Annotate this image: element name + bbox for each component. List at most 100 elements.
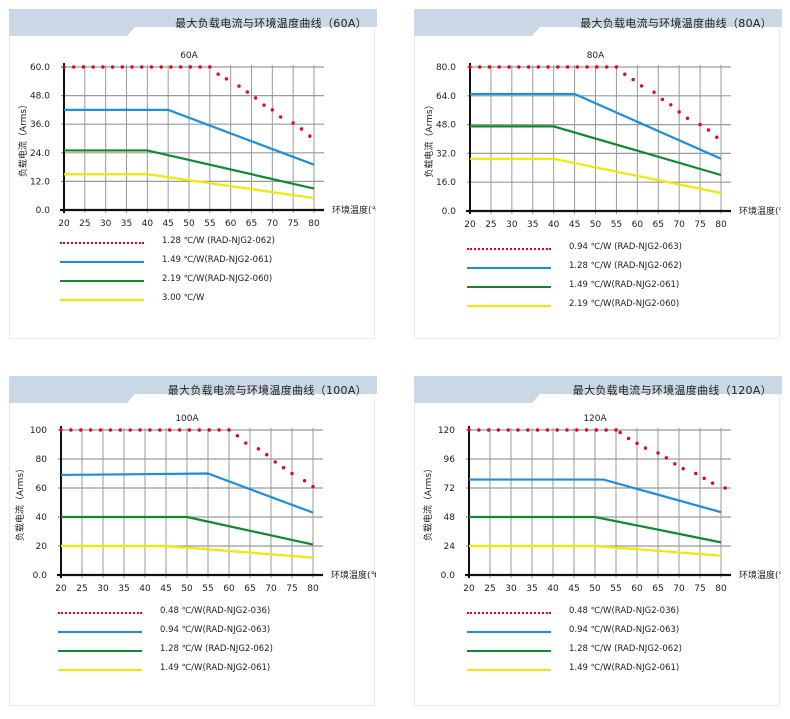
series-line — [469, 478, 722, 514]
series-line — [61, 515, 314, 546]
data-point — [299, 127, 304, 131]
x-tick-label: 60 — [223, 584, 235, 594]
x-tick-label: 20 — [55, 584, 67, 594]
legend-label: 1.49 ℃/W(RAD-NJG2-061) — [569, 280, 680, 290]
data-point — [565, 65, 570, 69]
header-tab-shape — [414, 9, 782, 36]
series-line — [470, 92, 722, 160]
data-point — [694, 471, 698, 476]
y-axis-label: 负载电流（Arms） — [14, 464, 26, 541]
data-point — [626, 436, 631, 441]
legend-line-swatch — [467, 305, 551, 307]
x-tick-label: 45 — [160, 584, 171, 594]
y-tick-label: 64.0 — [436, 92, 456, 102]
data-point — [101, 65, 105, 69]
data-point — [565, 428, 569, 432]
x-tick-label: 75 — [694, 584, 705, 594]
y-tick-label: 0.0 — [33, 571, 48, 581]
x-tick-label: 55 — [611, 220, 622, 230]
x-tick-label: 30 — [506, 220, 518, 230]
header-tab-shape — [9, 376, 377, 403]
y-tick-label: 80 — [36, 455, 48, 465]
y-tick-label: 16.0 — [436, 178, 456, 188]
chart-panel-60a: 最大负载电流与环境温度曲线（60A） 60A 20 25 30 35 40 45 50 55 60… — [9, 9, 377, 339]
y-tick-label: 0.0 — [441, 571, 456, 581]
x-tick-label: 80 — [715, 584, 727, 594]
y-tick-label: 0.0 — [36, 206, 51, 216]
data-point — [660, 97, 665, 102]
data-point — [507, 65, 511, 69]
data-point — [88, 428, 93, 432]
header-tab-shape — [9, 9, 377, 36]
data-point — [486, 428, 491, 432]
x-tick-label: 25 — [485, 220, 496, 230]
data-point — [546, 65, 550, 69]
data-point — [311, 484, 315, 489]
data-point — [604, 428, 608, 432]
x-tick-label: 75 — [694, 220, 705, 230]
data-point — [715, 135, 719, 139]
data-point — [664, 456, 669, 460]
series-line — [64, 149, 315, 190]
data-point — [706, 128, 711, 132]
series-line — [470, 125, 722, 177]
panel-header-title: 最大负载电流与环境温度曲线（100A） — [167, 384, 367, 397]
legend-label: 2.19 ℃/W(RAD-NJG2-060) — [162, 274, 273, 284]
y-tick-label: 24.0 — [30, 149, 50, 159]
chart-plot: 80A 20 25 30 35 40 45 50 55 60 65 70 75 80 0.0 16.0 32.0… — [423, 51, 781, 230]
data-point — [669, 103, 673, 107]
legend-line-swatch — [58, 669, 142, 671]
x-tick-label: 40 — [548, 220, 560, 230]
x-tick-label: 25 — [79, 219, 90, 229]
data-point — [208, 65, 212, 69]
x-axis-label: 环境温度(℃) — [739, 205, 781, 217]
legend-label: 1.49 ℃/W(RAD-NJG2-061) — [569, 663, 680, 673]
data-point — [575, 65, 580, 69]
legend-label: 0.48 ℃/W(RAD-NJG2-036) — [569, 606, 680, 616]
x-tick-label: 50 — [181, 584, 193, 594]
data-point — [614, 65, 619, 69]
x-tick-label: 20 — [463, 584, 475, 594]
data-point — [118, 428, 122, 432]
data-point — [158, 428, 162, 432]
data-point — [140, 65, 144, 69]
data-point — [635, 441, 639, 445]
x-tick-label: 45 — [162, 219, 173, 229]
data-point — [639, 84, 644, 88]
data-point — [235, 434, 240, 438]
data-point — [584, 428, 589, 432]
chart-plot: 60A 20 25 30 35 40 45 50 55 60 65 70 75 80 0.0 12.0 24.0… — [17, 51, 376, 229]
data-point — [217, 428, 221, 432]
x-tick-label: 60 — [631, 584, 643, 594]
data-point — [291, 121, 295, 125]
data-point — [207, 428, 211, 432]
x-tick-label: 75 — [286, 584, 297, 594]
data-point — [585, 65, 589, 69]
data-point — [79, 428, 83, 432]
panel-header: 最大负载电流与环境温度曲线（120A） — [414, 376, 782, 412]
series-line — [61, 544, 314, 559]
data-point — [575, 428, 579, 432]
x-tick-label: 30 — [100, 219, 112, 229]
data-point — [595, 65, 599, 69]
y-tick-label: 36.0 — [30, 120, 50, 130]
legend-dotted-line-swatch — [467, 248, 551, 250]
x-tick-label: 70 — [673, 584, 685, 594]
legend-label: 1.49 ℃/W(RAD-NJG2-061) — [162, 255, 273, 265]
data-point — [594, 428, 599, 432]
panel-header: 最大负载电流与环境温度曲线（100A） — [9, 376, 377, 412]
data-point — [148, 428, 152, 432]
data-point — [623, 72, 627, 76]
y-tick-label: 120 — [438, 426, 455, 436]
data-point — [685, 116, 690, 121]
x-tick-label: 80 — [307, 584, 319, 594]
data-point — [643, 446, 648, 450]
y-tick-label: 48.0 — [30, 92, 50, 102]
chart-title: 100A — [175, 414, 199, 424]
panel-header-title: 最大负载电流与环境温度曲线（80A） — [580, 17, 772, 30]
panel-header-title: 最大负载电流与环境温度曲线（60A） — [175, 17, 367, 30]
x-tick-label: 55 — [204, 219, 215, 229]
data-point — [169, 65, 173, 69]
data-point — [108, 428, 113, 432]
data-point — [120, 65, 125, 69]
